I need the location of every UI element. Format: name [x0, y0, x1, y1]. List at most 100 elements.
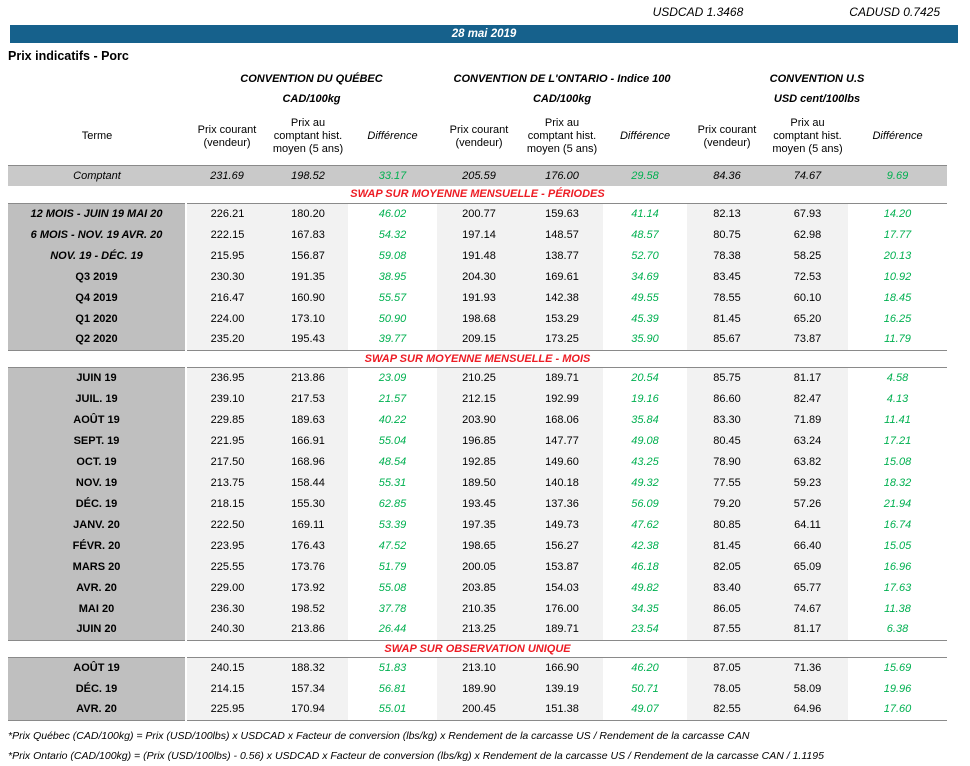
us-current-header: Prix courant (vendeur) — [697, 123, 757, 149]
section-body: 12 MOIS - JUIN 19 MAI 20 226.21 180.20 46.0… — [8, 203, 948, 350]
difference-cell: 4.58 — [848, 367, 948, 388]
difference-cell: 50.71 — [603, 678, 688, 699]
price-cell: 81.17 — [767, 367, 849, 388]
table-row: MARS 20 225.55 173.76 51.79 200.05 153.87 46.1… — [8, 556, 948, 577]
price-cell: 210.35 — [437, 598, 521, 619]
difference-cell: 59.08 — [348, 245, 437, 266]
difference-cell: 56.81 — [348, 678, 437, 699]
price-cell: 168.06 — [521, 409, 603, 430]
difference-cell: 46.18 — [603, 556, 688, 577]
price-cell: 225.55 — [186, 556, 268, 577]
us-unit: USD cent/100lbs — [773, 93, 861, 105]
ontario-current-header: Prix courant (vendeur) — [449, 123, 509, 149]
term-cell: JUIN 19 — [8, 367, 187, 388]
column-header-row: Terme Prix courant (vendeur) Prix au com… — [8, 109, 947, 165]
term-header-spacer — [8, 65, 186, 89]
price-cell: 156.27 — [521, 535, 603, 556]
difference-cell: 53.39 — [348, 514, 437, 535]
price-cell: 142.38 — [521, 287, 603, 308]
price-cell: 73.87 — [767, 329, 849, 350]
term-cell: NOV. 19 — [8, 472, 187, 493]
difference-cell: 18.45 — [848, 287, 948, 308]
price-cell: 63.24 — [767, 430, 849, 451]
term-cell: MAI 20 — [8, 598, 187, 619]
price-cell: 213.86 — [268, 367, 348, 388]
price-cell: 81.17 — [767, 619, 849, 640]
difference-cell: 47.52 — [348, 535, 437, 556]
page-title: Prix indicatifs - Porc — [8, 49, 129, 63]
price-cell: 218.15 — [186, 493, 268, 514]
price-cell: 157.34 — [268, 678, 348, 699]
difference-cell: 52.70 — [603, 245, 688, 266]
price-cell: 158.44 — [268, 472, 348, 493]
difference-cell: 35.84 — [603, 409, 688, 430]
difference-cell: 17.63 — [848, 577, 948, 598]
table-row: JANV. 20 222.50 169.11 53.39 197.35 149.73 47.… — [8, 514, 948, 535]
table-row: Q2 2020 235.20 195.43 39.77 209.15 173.25 35.9… — [8, 329, 948, 350]
difference-cell: 42.38 — [603, 535, 688, 556]
price-cell: 169.11 — [268, 514, 348, 535]
difference-cell: 55.08 — [348, 577, 437, 598]
price-cell: 74.67 — [767, 165, 849, 186]
price-cell: 198.65 — [437, 535, 521, 556]
price-cell: 160.90 — [268, 287, 348, 308]
price-cell: 225.95 — [186, 699, 268, 720]
price-cell: 80.45 — [687, 430, 768, 451]
price-cell: 58.25 — [767, 245, 849, 266]
price-cell: 176.00 — [521, 165, 603, 186]
price-cell: 230.30 — [186, 266, 268, 287]
price-cell: 213.86 — [268, 619, 348, 640]
term-cell: NOV. 19 - DÉC. 19 — [8, 245, 187, 266]
difference-cell: 29.58 — [603, 165, 688, 186]
difference-cell: 34.69 — [603, 266, 688, 287]
price-cell: 77.55 — [687, 472, 768, 493]
difference-cell: 10.92 — [848, 266, 948, 287]
price-cell: 65.77 — [767, 577, 849, 598]
difference-cell: 43.25 — [603, 451, 688, 472]
convention-quebec-title: CONVENTION DU QUÉBEC — [240, 73, 383, 85]
table-row: AVR. 20 225.95 170.94 55.01 200.45 151.38 49.0… — [8, 699, 948, 720]
price-cell: 214.15 — [186, 678, 268, 699]
price-cell: 65.20 — [767, 308, 849, 329]
price-cell: 198.52 — [268, 598, 348, 619]
price-cell: 189.50 — [437, 472, 521, 493]
difference-cell: 49.55 — [603, 287, 688, 308]
difference-cell: 41.14 — [603, 203, 688, 224]
table-row: 12 MOIS - JUIN 19 MAI 20 226.21 180.20 46.0… — [8, 203, 948, 224]
difference-cell: 6.38 — [848, 619, 948, 640]
term-cell: AOÛT 19 — [8, 409, 187, 430]
table-row: Q4 2019 216.47 160.90 55.57 191.93 142.38 49.5… — [8, 287, 948, 308]
price-cell: 189.63 — [268, 409, 348, 430]
term-cell: SEPT. 19 — [8, 430, 187, 451]
price-cell: 213.10 — [437, 657, 521, 678]
price-cell: 84.36 — [687, 165, 768, 186]
quebec-current-header: Prix courant (vendeur) — [197, 123, 257, 149]
difference-cell: 23.54 — [603, 619, 688, 640]
price-cell: 167.83 — [268, 224, 348, 245]
price-cell: 222.50 — [186, 514, 268, 535]
price-cell: 173.76 — [268, 556, 348, 577]
table-row: Q1 2020 224.00 173.10 50.90 198.68 153.29 45.3… — [8, 308, 948, 329]
price-cell: 236.30 — [186, 598, 268, 619]
term-cell: AVR. 20 — [8, 699, 187, 720]
difference-cell: 11.41 — [848, 409, 948, 430]
price-cell: 221.95 — [186, 430, 268, 451]
price-cell: 149.73 — [521, 514, 603, 535]
price-cell: 81.45 — [687, 308, 768, 329]
price-cell: 196.85 — [437, 430, 521, 451]
price-cell: 213.75 — [186, 472, 268, 493]
table-row: 6 MOIS - NOV. 19 AVR. 20 222.15 167.83 54.3… — [8, 224, 948, 245]
price-cell: 87.05 — [687, 657, 768, 678]
difference-cell: 11.79 — [848, 329, 948, 350]
price-cell: 149.60 — [521, 451, 603, 472]
convention-us-title: CONVENTION U.S — [769, 73, 865, 85]
price-cell: 151.38 — [521, 699, 603, 720]
difference-cell: 40.22 — [348, 409, 437, 430]
term-cell: JANV. 20 — [8, 514, 187, 535]
table-row: NOV. 19 213.75 158.44 55.31 189.50 140.18 49.3… — [8, 472, 948, 493]
price-cell: 83.45 — [687, 266, 768, 287]
price-cell: 64.96 — [767, 699, 849, 720]
price-cell: 156.87 — [268, 245, 348, 266]
difference-cell: 15.69 — [848, 657, 948, 678]
